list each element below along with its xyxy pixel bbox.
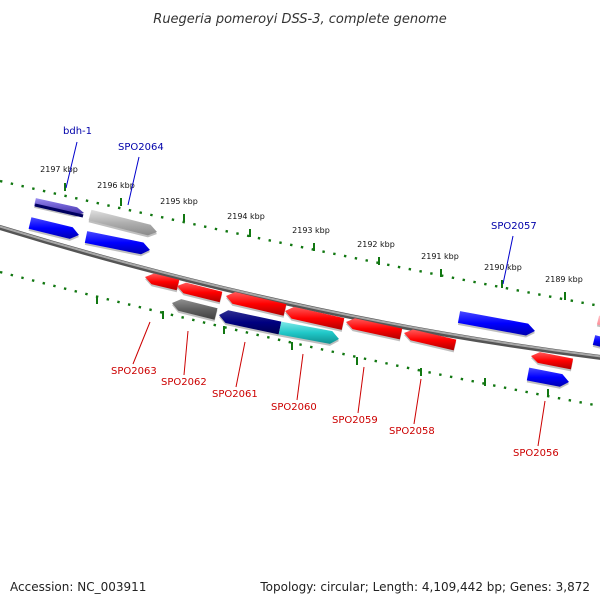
gene-label-reverse: SPO2056 [513,448,559,459]
gene-body [404,329,457,351]
leader-line [413,378,422,425]
gene-body [88,209,157,236]
gene-label-reverse: SPO2061 [212,389,258,400]
gene-label-forward: SPO2057 [491,221,537,232]
map-title: Ruegeria pomeroyi DSS-3, complete genome [153,12,446,27]
leader-line [127,156,140,206]
gene-SPO2060 [285,306,345,332]
gene-SPO2057 [457,311,535,338]
gene-label-reverse: SPO2059 [332,415,378,426]
gene-body [34,198,84,216]
gene-label-reverse: SPO2063 [111,366,157,377]
gene-features [28,198,600,389]
gene-label-reverse: SPO2060 [271,402,317,413]
genome-summary-text: Topology: circular; Length: 4,109,442 bp… [260,580,590,594]
gene-body [145,273,180,291]
gene-body [457,311,535,336]
scale-label: 2197 kbp [40,165,78,174]
scale-ticks [64,183,566,397]
leader-line [235,341,246,388]
track-lines [0,179,600,408]
scale-label: 2189 kbp [545,275,583,284]
gene-SPO2062-cds [172,299,218,322]
leader-line [296,353,304,401]
leader-line [132,321,151,365]
gene-labels: bdh-1 SPO2064 SPO2057 SPO2063 SPO2062 SPO2061… [63,126,559,459]
leader-line [537,400,546,447]
leader-line [65,141,78,189]
gene-body [278,321,339,344]
gene-SPO2063b [177,282,223,305]
leader-line [502,235,514,285]
gene-offpage-pink [596,315,600,328]
gene-bdh-1 [28,217,80,241]
gene-SPO2056 [526,367,569,389]
gene-SPO2059 [346,318,403,342]
scale-label: 2195 kbp [160,197,198,206]
scale-label: 2191 kbp [421,252,459,261]
gene-SPO2064-cds [88,209,157,238]
gene-label-forward: bdh-1 [63,126,92,137]
gene-label-reverse: SPO2062 [161,377,207,388]
scale-label: 2194 kbp [227,212,265,221]
gene-body [592,335,600,347]
accession-text: Accession: NC_003911 [10,580,147,594]
gene-body [226,292,287,316]
gene-offpage-forward [592,335,600,349]
gene-body [28,217,80,239]
gene-body [285,306,345,330]
gene-body [346,318,403,340]
scale-label: 2192 kbp [357,240,395,249]
gene-SPO2056-a [531,352,574,372]
leader-line [357,366,365,414]
gene-body [531,352,574,370]
scale-label: 2193 kbp [292,226,330,235]
gene-bdh-1-band [34,203,84,218]
gene-SPO2061-cds [219,310,282,337]
gene-SPO2064 [84,231,150,257]
label-leaders [65,141,546,447]
gene-body [172,299,218,320]
scale-labels: 2197 kbp 2196 kbp 2195 kbp 2194 kbp 2193 kbp… [40,165,583,284]
gene-SPO2060-cds [278,321,339,346]
gene-body [177,282,223,303]
scale-label: 2196 kbp [97,181,135,190]
gene-body [596,315,600,326]
reverse-guide-track [0,270,600,408]
gene-SPO2058 [404,329,457,353]
leader-line [183,330,189,376]
gene-body [84,231,150,255]
gene-body [526,367,569,387]
scale-label: 2190 kbp [484,263,522,272]
gene-SPO2063 [145,273,180,293]
genome-backbone-highlight [0,225,600,358]
gene-SPO2061 [226,292,287,318]
gene-label-forward: SPO2064 [118,142,164,153]
gene-body [219,310,282,335]
gene-label-reverse: SPO2058 [389,426,435,437]
